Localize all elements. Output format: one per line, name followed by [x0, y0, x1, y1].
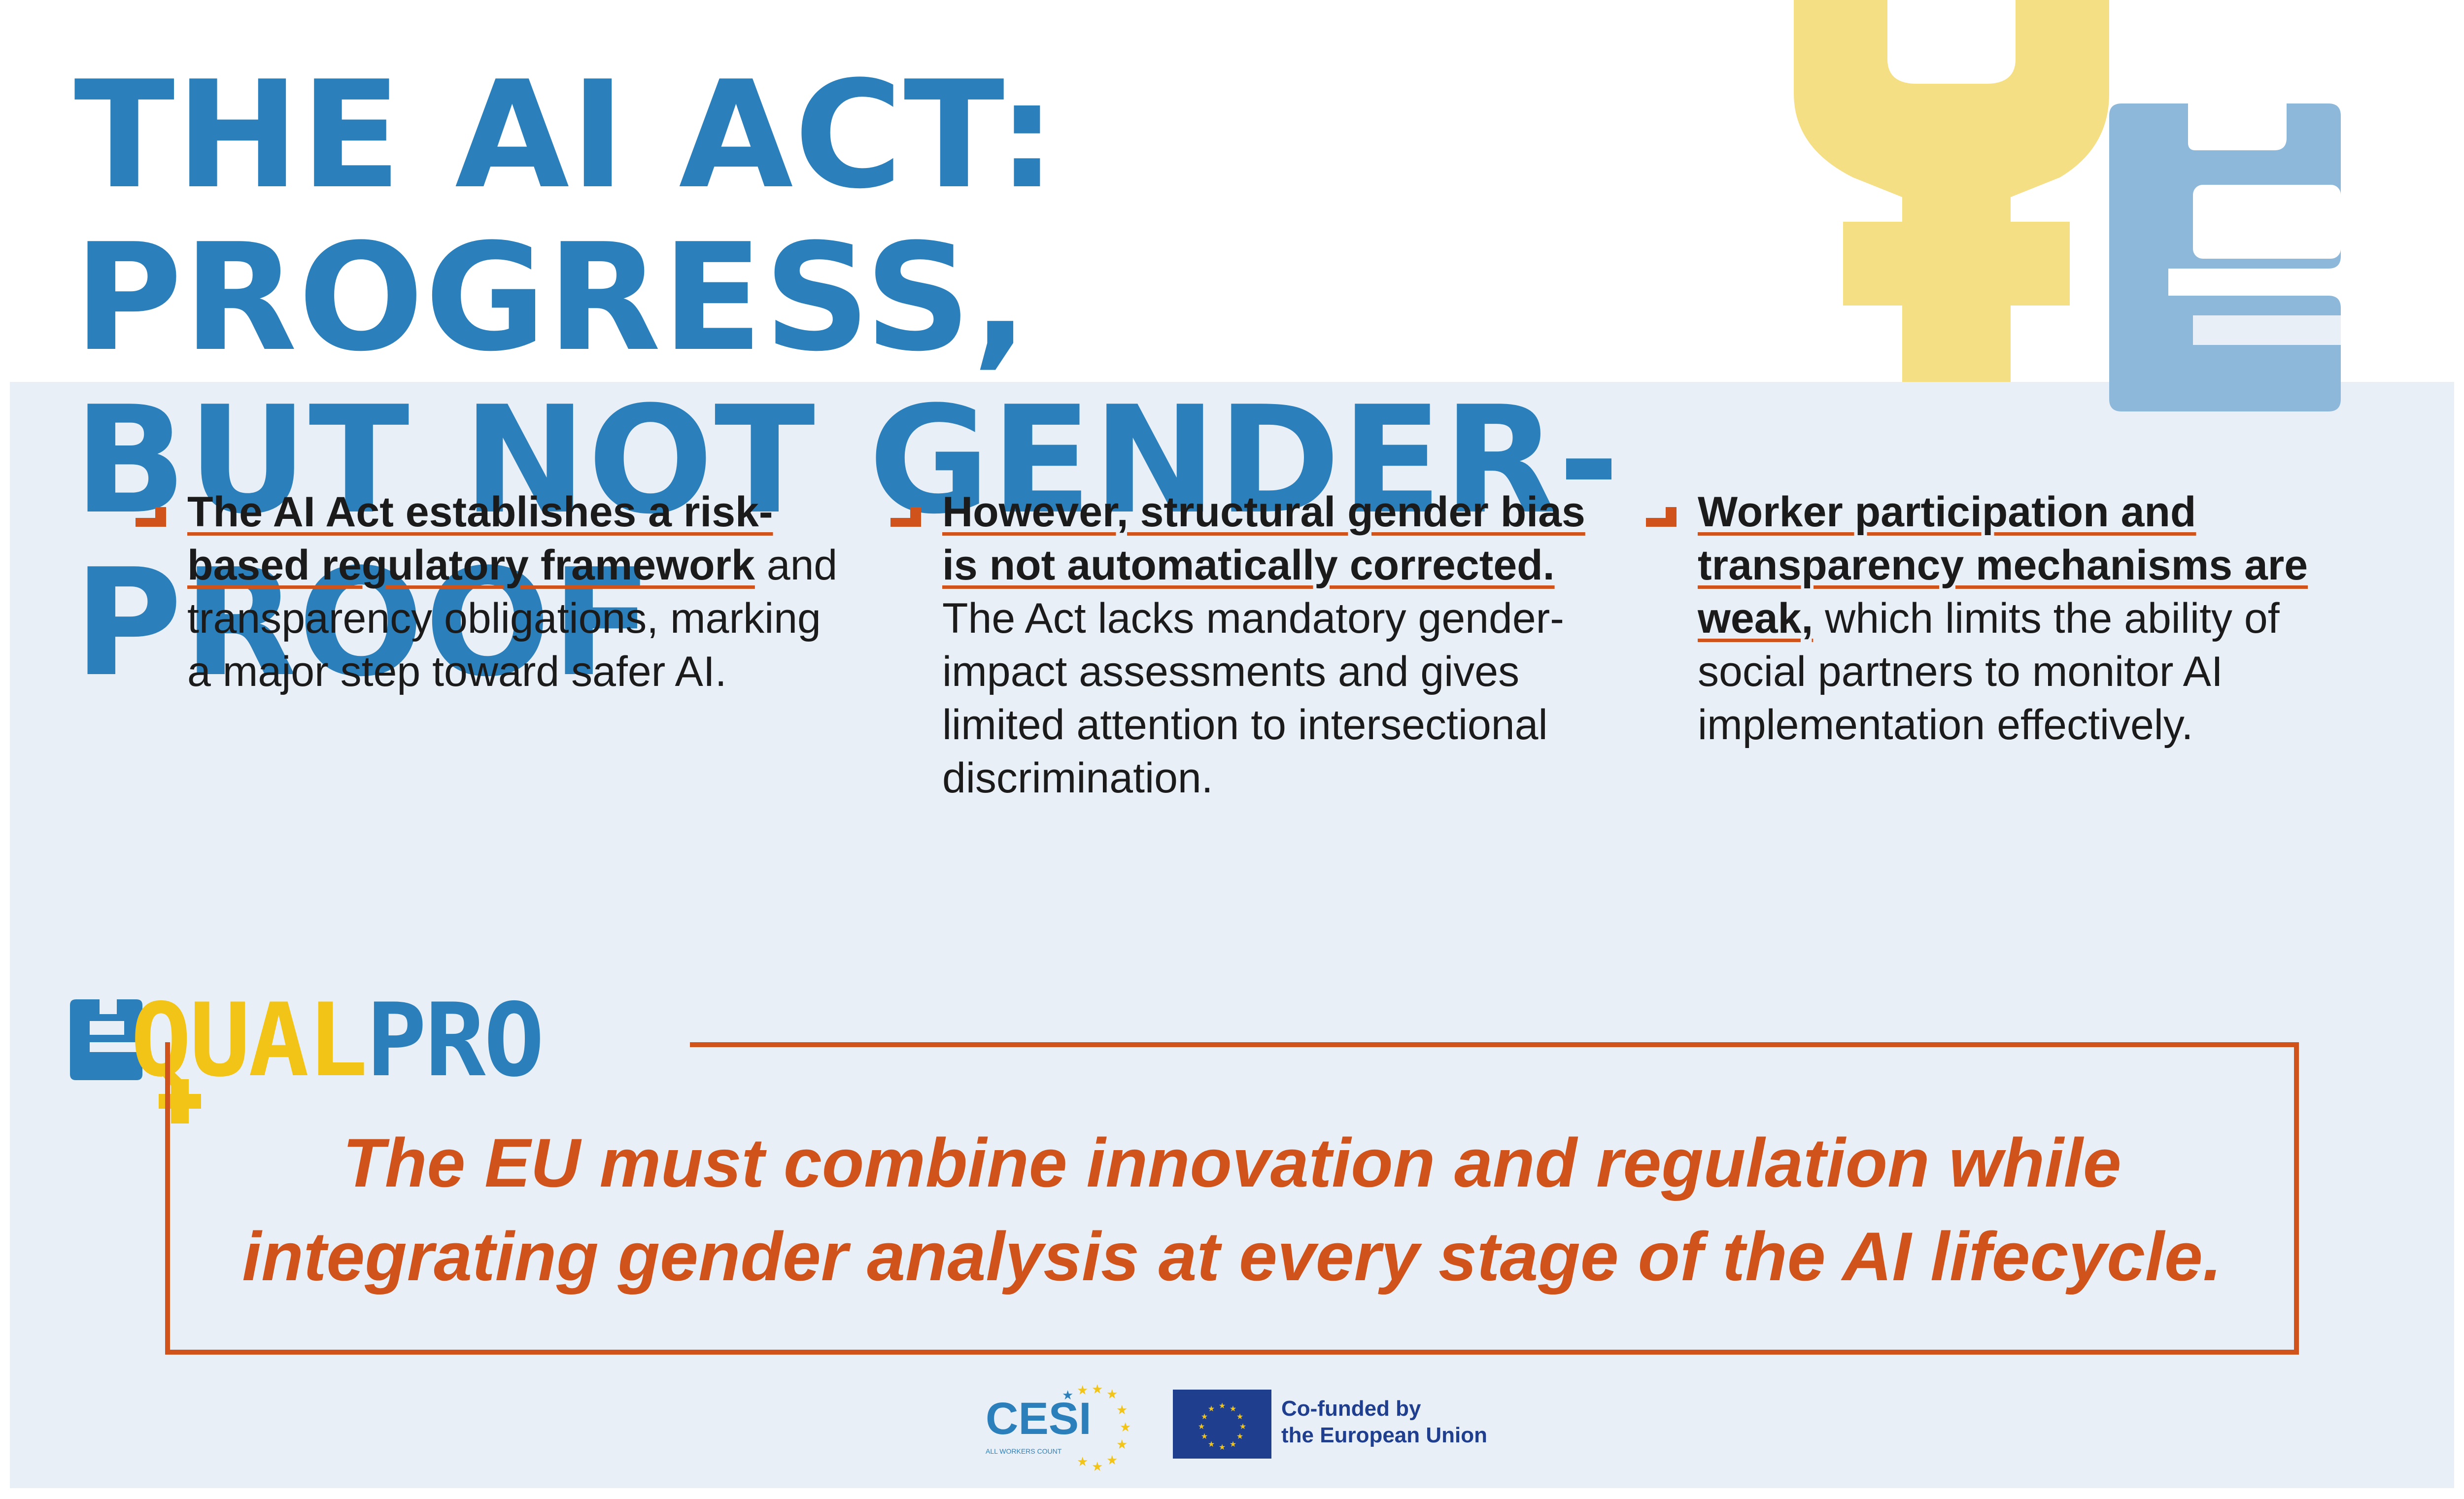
- content-panel: [10, 382, 2454, 1488]
- blue-e-gap-upper: [2193, 185, 2341, 259]
- cesi-name: CESI: [986, 1394, 1092, 1444]
- bullet-icon: [890, 507, 921, 527]
- svg-text:★: ★: [1208, 1405, 1215, 1413]
- cesi-logo: CESI ALL WORKERS COUNT ★ ★ ★ ★ ★ ★ ★ ★ ★…: [986, 1382, 1131, 1474]
- point-1-highlight: The AI Act establishes a risk-based regu…: [187, 488, 773, 589]
- bullet-icon: [1646, 507, 1677, 527]
- key-message-line-1: The EU must combine innovation and regul…: [342, 1124, 2122, 1201]
- blue-e-gap-lower: [2193, 315, 2341, 345]
- page-title: THE AI ACT: PROGRESS, BUT NOT GENDER-PRO…: [74, 54, 1897, 705]
- svg-text:★: ★: [1219, 1443, 1226, 1452]
- point-column-3: Worker participation and transparency me…: [1646, 485, 2363, 751]
- title-line-2: BUT NOT GENDER-PROOF: [74, 375, 1621, 709]
- logo-pro: PRO: [366, 982, 545, 1099]
- eu-line-1: Co-funded by: [1281, 1397, 1421, 1421]
- equalpro-logo-mark: [70, 999, 201, 1124]
- equalpro-wordmark: QUALPRO: [131, 990, 545, 1091]
- svg-text:★: ★: [1219, 1402, 1226, 1410]
- svg-text:★: ★: [1239, 1423, 1246, 1431]
- svg-text:★: ★: [1106, 1387, 1118, 1401]
- point-column-1: The AI Act establishes a risk-based regu…: [136, 485, 853, 698]
- svg-text:★: ★: [1208, 1440, 1215, 1449]
- svg-text:★: ★: [1201, 1432, 1208, 1441]
- eu-flag: ★ ★★ ★★★ ★★★ ★★★: [1173, 1390, 1271, 1459]
- eu-cofunding-text: Co-funded by the European Union: [1281, 1396, 1487, 1449]
- logo-qual: QUAL: [131, 982, 368, 1099]
- svg-text:★: ★: [1092, 1459, 1103, 1474]
- svg-text:★: ★: [1201, 1413, 1208, 1421]
- svg-text:★: ★: [1116, 1402, 1128, 1417]
- title-line-1: THE AI ACT: PROGRESS,: [74, 49, 1058, 384]
- eu-line-2: the European Union: [1281, 1423, 1487, 1447]
- point-2-text: The Act lacks mandatory gender-impact as…: [942, 595, 1564, 802]
- svg-text:★: ★: [1106, 1453, 1118, 1467]
- decorative-shapes: [1794, 0, 2341, 411]
- point-3-text: which limits the ability of social partn…: [1698, 595, 2280, 749]
- cesi-tagline: ALL WORKERS COUNT: [986, 1447, 1062, 1455]
- quote-frame: [165, 1042, 2299, 1355]
- key-message: The EU must combine innovation and regul…: [177, 1116, 2287, 1303]
- svg-text:★: ★: [1077, 1454, 1088, 1469]
- svg-text:★: ★: [1077, 1383, 1088, 1397]
- yellow-gender-shape: [1794, 0, 2109, 382]
- svg-text:★: ★: [1062, 1388, 1073, 1402]
- point-2-highlight: However, structural gender bias is not a…: [942, 488, 1585, 589]
- point-3-highlight: Worker participation and transparency me…: [1698, 488, 2308, 642]
- cesi-stars: ★ ★ ★ ★ ★ ★ ★ ★ ★: [1077, 1382, 1131, 1474]
- svg-text:★: ★: [1120, 1420, 1131, 1434]
- bullet-icon: [136, 507, 166, 527]
- svg-text:★: ★: [1116, 1437, 1128, 1452]
- quote-frame-top-line: [690, 1042, 2299, 1047]
- point-1-text: and transparency obligations, marking a …: [187, 542, 838, 695]
- svg-text:★: ★: [1198, 1423, 1205, 1431]
- svg-text:★: ★: [1092, 1382, 1103, 1397]
- svg-text:★: ★: [1236, 1413, 1243, 1421]
- svg-text:★: ★: [1236, 1432, 1243, 1441]
- key-message-line-2: integrating gender analysis at every sta…: [242, 1218, 2222, 1295]
- point-column-2: However, structural gender bias is not a…: [890, 485, 1608, 805]
- svg-text:★: ★: [1230, 1405, 1236, 1413]
- svg-text:★: ★: [1230, 1440, 1236, 1449]
